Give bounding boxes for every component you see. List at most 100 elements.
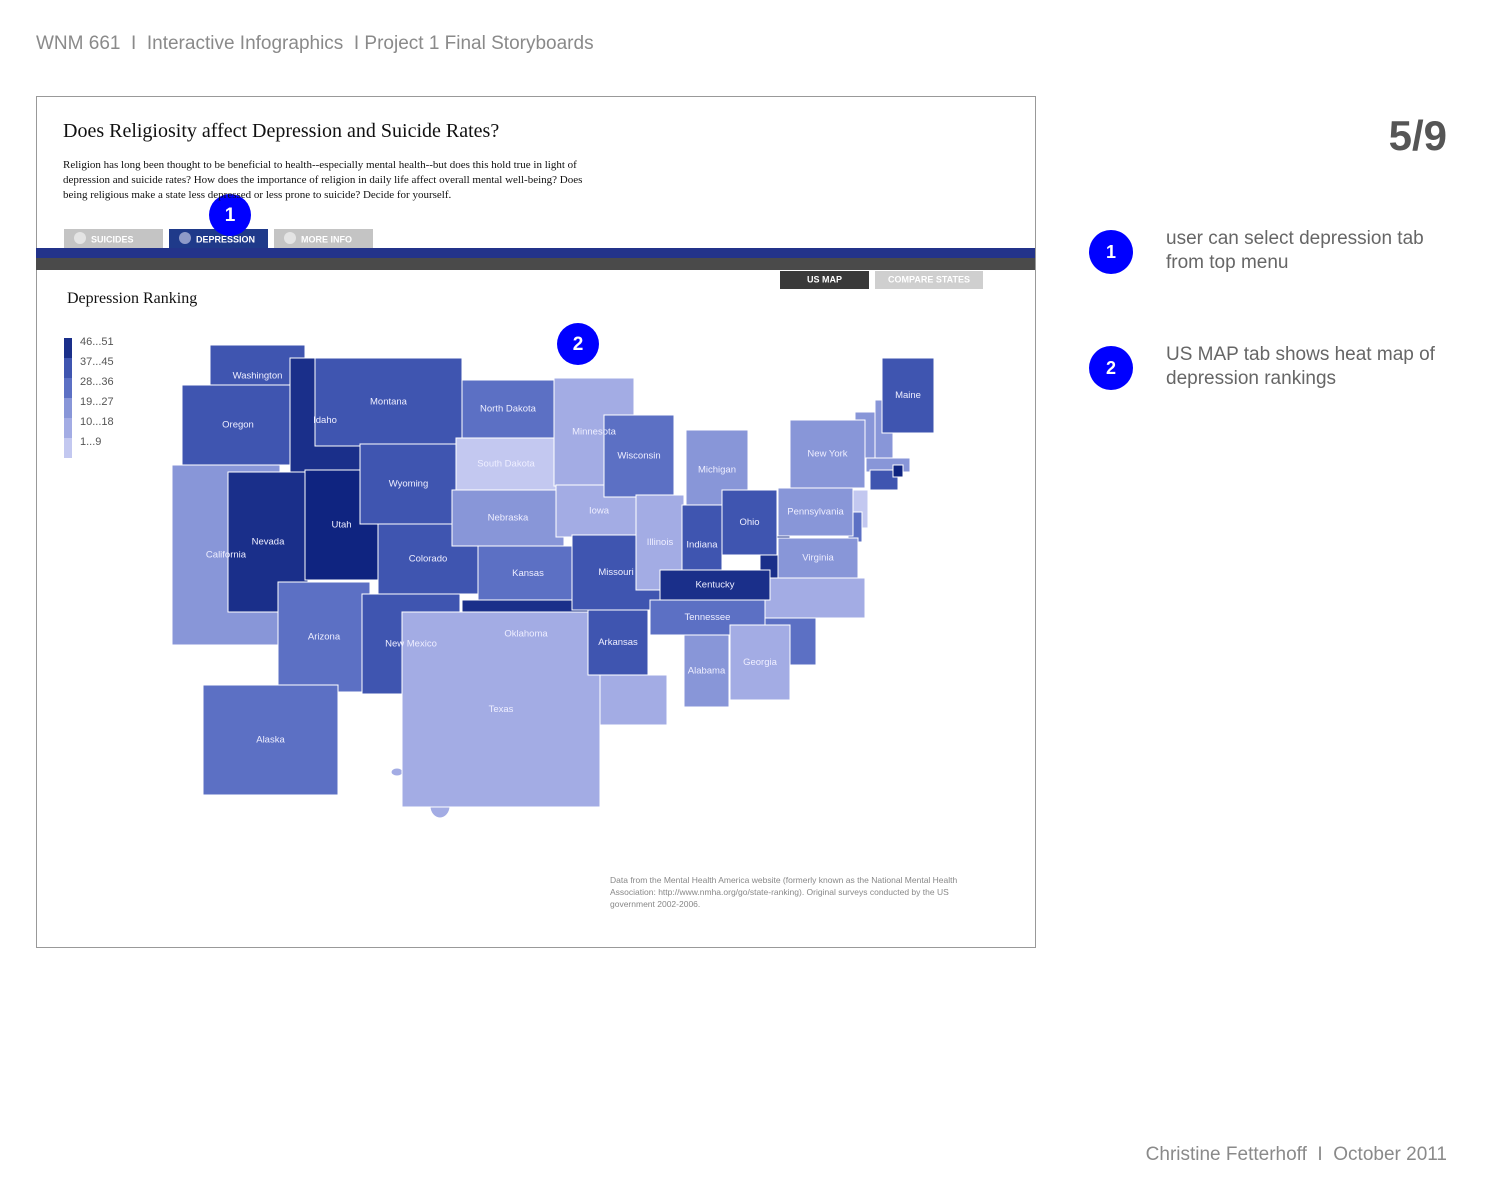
- callout-marker: [209, 194, 251, 236]
- map-title: Depression Ranking: [67, 290, 198, 307]
- state-label: Washington: [233, 371, 283, 382]
- subtab-label: US MAP: [807, 274, 842, 284]
- state-shape: [869, 469, 899, 491]
- state-label: Nevada: [252, 537, 285, 548]
- nav-bar: [36, 248, 1035, 258]
- state-label: Alabama: [688, 666, 726, 677]
- note-marker: [1089, 346, 1133, 390]
- state-label: Arizona: [308, 632, 341, 643]
- tab-label: MORE INFO: [301, 234, 352, 244]
- state-shape: [277, 581, 371, 693]
- legend-label: 1...9: [80, 436, 101, 448]
- app-title: Does Religiosity affect Depression and S…: [63, 120, 500, 142]
- header: WNM 661 I Interactive Infographics I Pro…: [36, 33, 594, 54]
- note-marker: [1089, 230, 1133, 274]
- state-shape: [683, 634, 730, 708]
- state-label: Utah: [331, 520, 351, 531]
- state-label: New Mexico: [385, 639, 437, 650]
- legend-swatch: [64, 398, 72, 418]
- state-shape: [390, 767, 404, 777]
- legend-swatch: [64, 378, 72, 398]
- note-number: 1: [1106, 242, 1116, 262]
- state-shape: [603, 414, 675, 498]
- source-note: Data from the Mental Health America webs…: [610, 875, 958, 909]
- state-label: Nebraska: [488, 513, 529, 524]
- sub-bar: [36, 258, 1035, 270]
- state-label: Oklahoma: [504, 629, 548, 640]
- tab-label: SUICIDES: [91, 234, 134, 244]
- tab[interactable]: DEPRESSION: [169, 229, 268, 248]
- callout-number: 1: [225, 205, 236, 226]
- subtab-label: COMPARE STATES: [888, 274, 970, 284]
- state-label: South Dakota: [477, 459, 535, 470]
- state-shape: [729, 624, 791, 701]
- state-label: Pennsylvania: [787, 507, 844, 518]
- state-label: Kansas: [512, 568, 544, 579]
- state-label: Kentucky: [695, 580, 734, 591]
- state-shape: [777, 487, 854, 537]
- state-label: California: [206, 550, 247, 561]
- state-shape: [359, 443, 458, 525]
- state-label: Wyoming: [389, 479, 429, 490]
- state-label: Texas: [489, 704, 514, 715]
- tab[interactable]: MORE INFO: [274, 229, 373, 248]
- callout-text: US MAP tab shows heat map of depression …: [1166, 344, 1435, 389]
- legend-label: 10...18: [80, 416, 114, 428]
- state-label: New York: [807, 449, 847, 460]
- state-shape: [881, 357, 935, 434]
- legend-swatch: [64, 358, 72, 378]
- state-label: Alaska: [256, 735, 285, 746]
- state-label: Minnesota: [572, 427, 617, 438]
- state-label: Michigan: [698, 465, 736, 476]
- state-label: Wisconsin: [617, 451, 660, 462]
- state-shape: [314, 357, 463, 447]
- state-label: Tennessee: [685, 612, 731, 623]
- tab-bg: [169, 229, 268, 248]
- callout-number: 2: [573, 334, 584, 355]
- state-label: Arkansas: [598, 637, 638, 648]
- state-shape: [777, 537, 859, 579]
- state-label: Oregon: [222, 420, 254, 431]
- tab-icon: [74, 232, 86, 244]
- state-shape: [659, 569, 771, 601]
- page-number: 5/9: [1388, 112, 1447, 159]
- tab-bg: [274, 229, 373, 248]
- note-number: 2: [1106, 358, 1116, 378]
- tab[interactable]: SUICIDES: [64, 229, 163, 248]
- state-shape: [892, 464, 904, 478]
- state-shape: [477, 545, 579, 602]
- state-label: Colorado: [409, 554, 448, 565]
- state-shape: [721, 489, 778, 556]
- subtab[interactable]: US MAP: [780, 271, 869, 289]
- state-label: Maine: [895, 390, 921, 401]
- tab-icon: [179, 232, 191, 244]
- state-shape: [401, 611, 601, 808]
- state-label: Montana: [370, 397, 408, 408]
- tab-icon: [284, 232, 296, 244]
- legend-swatch: [64, 418, 72, 438]
- state-label: Illinois: [647, 537, 674, 548]
- state-shape: [455, 437, 557, 491]
- state-label: Virginia: [802, 553, 834, 564]
- subtab[interactable]: COMPARE STATES: [875, 271, 983, 289]
- legend-label: 46...51: [80, 336, 114, 348]
- state-label: Indiana: [686, 540, 718, 551]
- footer: Christine Fetterhoff I October 2011: [1145, 1144, 1447, 1165]
- tab-bg: [64, 229, 163, 248]
- state-label: Ohio: [739, 517, 759, 528]
- app-description: Religion has long been thought to be ben…: [63, 159, 583, 201]
- state-shape: [764, 577, 866, 619]
- legend-label: 19...27: [80, 396, 114, 408]
- state-shape: [789, 419, 866, 489]
- legend-swatch: [64, 338, 72, 358]
- subtab-bg: [875, 271, 983, 289]
- callout-marker: [557, 323, 599, 365]
- state-label: Georgia: [743, 657, 778, 668]
- state-shape: [596, 674, 668, 726]
- state-label: North Dakota: [480, 404, 537, 415]
- state-label: Idaho: [313, 415, 337, 426]
- state-shape: [587, 609, 649, 676]
- state-shape: [202, 684, 339, 796]
